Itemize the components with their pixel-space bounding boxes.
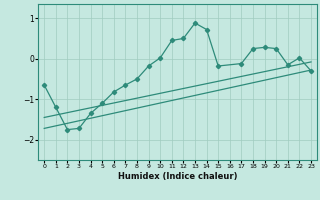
X-axis label: Humidex (Indice chaleur): Humidex (Indice chaleur) [118, 172, 237, 181]
